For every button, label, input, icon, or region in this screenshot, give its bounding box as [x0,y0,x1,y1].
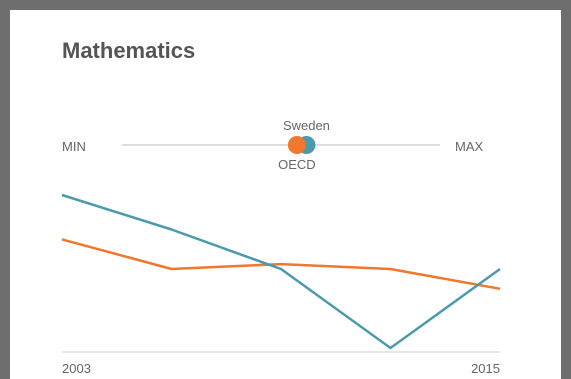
oecd-label: OECD [278,157,316,172]
series-layer [61,193,501,350]
max-label: MAX [455,139,484,154]
x-tick-label: 2015 [471,361,500,376]
oecd-series-line [61,238,501,291]
min-label: MIN [62,139,86,154]
oecd-marker [287,136,306,154]
x-tick-label: 2003 [62,361,91,376]
chart-card: Mathematics MIN MAX Sweden OECD 2003 201… [10,10,561,379]
chart-title: Mathematics [62,38,196,63]
line-chart: MIN MAX Sweden OECD 2003 2015 [61,118,501,376]
sweden-series-line [61,193,501,350]
sweden-label: Sweden [283,118,330,133]
